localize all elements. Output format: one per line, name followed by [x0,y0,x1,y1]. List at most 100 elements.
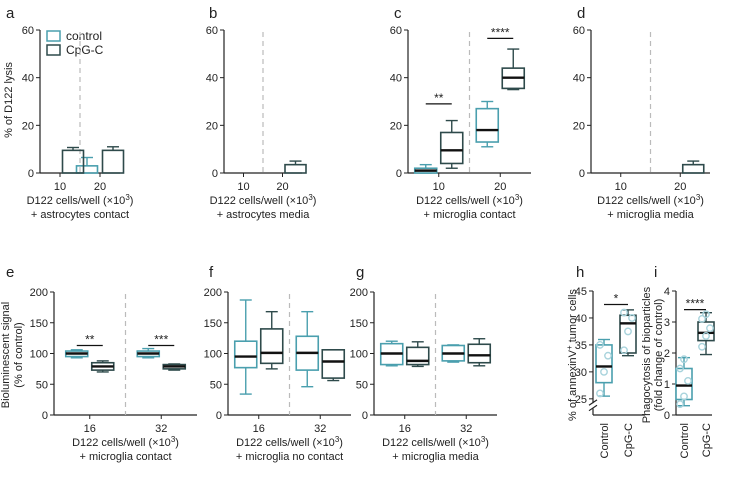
box-h-control [595,344,613,384]
data-point-i [702,332,710,340]
y-axis-label-a: % of D122 lysis [3,62,15,138]
x-tick-label-b: 20 [276,181,288,193]
x-axis-label2-a: + astrocytes contact [31,209,129,221]
significance-stars-c: **** [491,25,510,39]
data-point-i [698,314,706,323]
y-tick-label-c: 0 [396,168,402,180]
y-tick-label-c: 60 [390,25,402,37]
box-f-control [233,340,258,369]
x-tick-label-a: 10 [54,181,66,193]
data-point-i [680,392,688,401]
y-tick-label-a: 20 [22,120,34,132]
y-tick-label-a: 0 [28,168,34,180]
y-tick-label-i: 4 [664,286,670,298]
y-axis-label2-i: (fold change of control) [653,299,665,412]
x-axis-label-b-part: 3 [308,193,313,202]
x-axis-label-g-part: ) [485,437,489,449]
y-tick-label-i: 2 [664,348,670,360]
x-axis-label-f-part: D122 cells/well (×10 [236,437,335,449]
x-axis-label-c: D122 cells/well (×103) [416,193,523,207]
x-axis-label-f-part: ) [339,437,343,449]
data-point-h [596,389,604,398]
box-g-CpG-C [467,343,492,364]
y-axis-label-h: % of annexinV+ tumor cells [565,289,579,421]
y-tick-label-e: 50 [36,379,48,391]
panel-label-g: g [356,264,364,281]
y-tick-label-g: 150 [350,318,368,330]
y-axis-label-h-part: % of annexinV [567,349,579,421]
x-axis-label2-e: + microglia contact [79,451,171,463]
x-axis-label-e-part: 3 [171,435,176,444]
x-axis-label2-b: + astrocytes media [217,209,311,221]
y-tick-label-g: 200 [350,287,368,299]
bar-b-CpG-C [284,163,307,174]
bar-a-CpG-C [101,149,125,174]
x-tick-label-i: CpG-C [701,423,713,457]
significance-stars-e: ** [85,333,95,347]
y-tick-label-g: 0 [362,410,368,422]
panel-label-e: e [6,264,14,281]
y-axis-label2-e: (% of control) [13,322,25,387]
y-tick-label-e: 150 [30,318,48,330]
y-tick-label-h: 40 [575,313,587,325]
y-tick-label-d: 40 [573,73,585,85]
axis-break-mark-h [588,399,598,406]
x-tick-label-i: Control [679,423,691,458]
y-tick-label-f: 0 [216,410,222,422]
y-tick-label-h: 30 [575,367,587,379]
box-c-control [475,107,500,143]
x-tick-label-f: 32 [314,423,326,435]
significance-stars-i: **** [686,297,705,311]
panel-label-d: d [577,5,585,22]
axis-break-mark-h [588,404,598,412]
significance-stars-c: ** [434,91,444,105]
panel-label-a: a [6,5,15,22]
y-tick-label-f: 200 [204,287,222,299]
significance-stars-h: * [614,291,619,305]
data-point-i [684,376,692,385]
y-tick-label-f: 50 [210,379,222,391]
x-axis-label-e-part: D122 cells/well (×10 [72,437,171,449]
y-tick-label-a: 40 [22,73,34,85]
data-point-i [702,310,710,319]
x-axis-label-c-part: ) [519,195,523,207]
x-tick-label-f: 16 [253,423,265,435]
y-tick-label-c: 40 [390,73,402,85]
x-axis-label-b: D122 cells/well (×103) [210,193,317,207]
data-point-i [680,355,688,364]
data-point-i [706,324,714,333]
box-f-CpG-C [321,349,346,379]
data-point-h [604,351,612,360]
data-point-i [676,364,684,373]
data-point-i [676,400,684,409]
box-f-CpG-C [259,328,284,365]
x-axis-label-e: D122 cells/well (×103) [72,435,179,449]
data-point-h [620,308,628,317]
y-tick-label-g: 100 [350,349,368,361]
y-tick-label-e: 100 [30,349,48,361]
x-axis-label-c-part: D122 cells/well (×10 [416,195,515,207]
bar-d-CpG-C [681,163,705,174]
x-tick-label-c: 20 [494,181,506,193]
x-axis-label-f-part: 3 [335,435,340,444]
x-tick-label-d: 20 [674,181,686,193]
x-axis-label-d: D122 cells/well (×103) [597,193,704,207]
x-tick-label-e: 32 [155,423,167,435]
y-tick-label-d: 0 [579,168,585,180]
x-tick-label-h: Control [599,423,611,458]
y-tick-label-e: 0 [42,410,48,422]
x-axis-label2-g: + microglia media [392,451,479,463]
x-axis-label-g: D122 cells/well (×103) [382,435,489,449]
x-tick-label-g: 32 [460,423,472,435]
data-point-i [698,342,706,351]
x-tick-label-h: CpG-C [623,423,635,457]
significance-stars-e: *** [154,333,168,347]
legend-swatch-cpg [46,44,61,56]
box-c-CpG-C [439,131,464,165]
y-tick-label-d: 60 [573,25,585,37]
x-axis-label-g-part: 3 [481,435,486,444]
x-axis-label2-f: + microglia no contact [236,451,343,463]
x-axis-label-a-part: D122 cells/well (×10 [27,195,126,207]
y-tick-label-b: 20 [206,120,218,132]
